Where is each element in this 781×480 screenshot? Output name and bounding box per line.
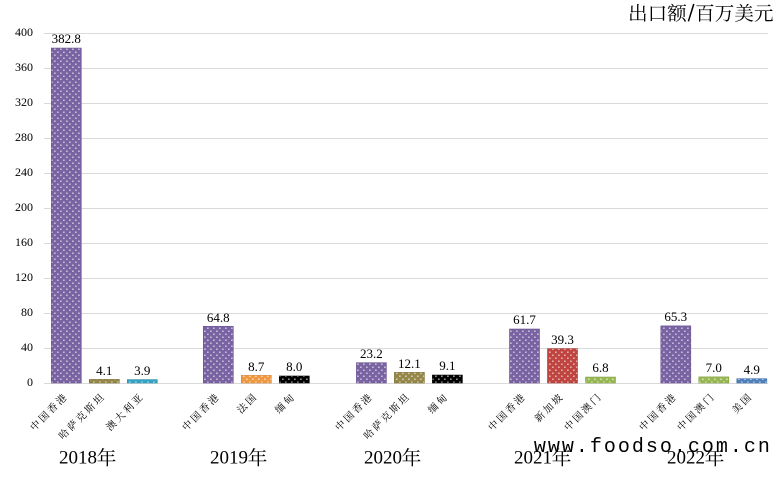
svg-text:2021: 2021 xyxy=(514,447,552,467)
svg-text:2018: 2018 xyxy=(59,447,97,467)
svg-text:2020: 2020 xyxy=(364,447,402,467)
svg-text:2019: 2019 xyxy=(210,447,248,467)
svg-text:2022: 2022 xyxy=(667,447,705,467)
